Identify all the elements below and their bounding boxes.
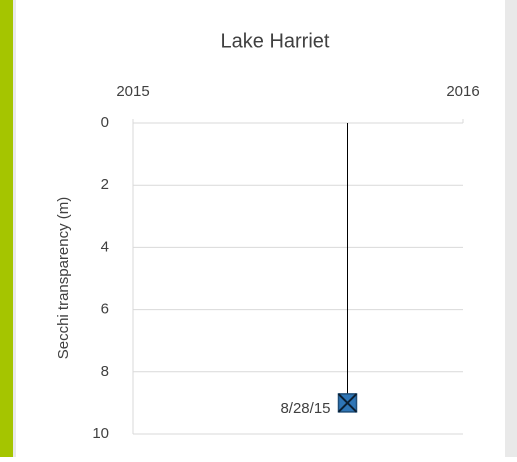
y-tick-label: 8	[101, 363, 109, 380]
marker-cross	[337, 393, 358, 413]
chart-area	[16, 0, 505, 457]
chart-title: Lake Harriet	[221, 30, 330, 52]
x-tick-label: 2016	[446, 83, 479, 100]
x-tick-label: 2015	[116, 83, 149, 100]
y-tick-label: 6	[101, 301, 109, 318]
y-tick-label: 2	[101, 176, 109, 193]
accent-bar	[0, 0, 13, 457]
y-tick-label: 0	[101, 114, 109, 131]
data-label: 8/28/15	[280, 400, 330, 417]
y-tick-label: 4	[101, 238, 109, 255]
y-tick-label: 10	[92, 425, 109, 442]
y-axis-label: Secchi transparency (m)	[55, 197, 72, 360]
